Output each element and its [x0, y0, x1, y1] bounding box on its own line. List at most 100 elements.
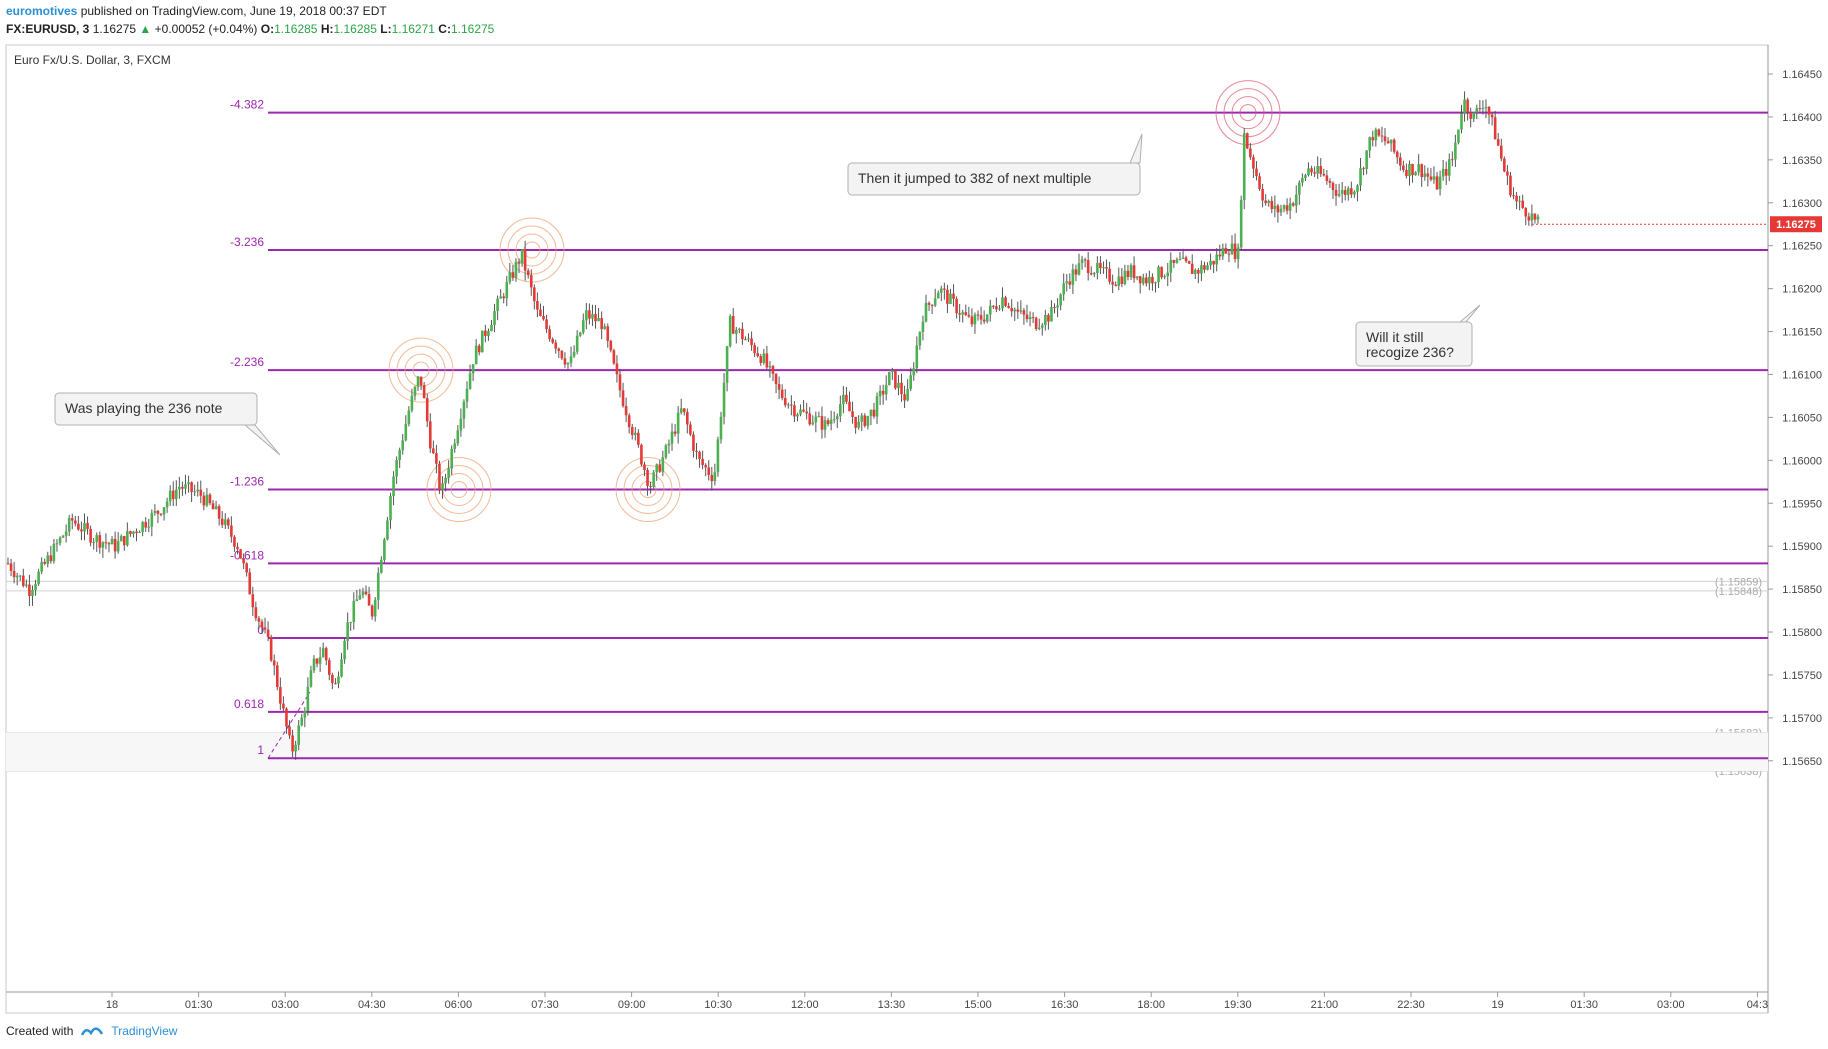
- candle-body: [361, 591, 365, 596]
- x-tick-label: 01:30: [1570, 999, 1598, 1011]
- candle-body: [1108, 268, 1111, 282]
- candle-body: [132, 531, 135, 534]
- candle-body: [380, 559, 383, 573]
- y-tick-label: 1.15700: [1782, 713, 1822, 725]
- candle-body: [1399, 157, 1402, 166]
- price-axis[interactable]: 1.16450 1.16400 1.16350 1.16300 1.16250 1.162…: [1768, 69, 1822, 768]
- candle-body: [1340, 190, 1344, 194]
- candle-body: [404, 424, 408, 441]
- candle-body: [692, 434, 695, 451]
- candle-body: [1270, 200, 1274, 210]
- candle-body: [1145, 277, 1148, 284]
- candle-body: [190, 482, 193, 492]
- candle-body: [872, 409, 876, 417]
- candle-body: [811, 422, 815, 425]
- y-tick-label: 1.16250: [1782, 241, 1822, 253]
- candle-body: [542, 316, 545, 320]
- candle-body: [141, 522, 144, 533]
- x-tick-label: 01:30: [185, 999, 213, 1011]
- candle-body: [184, 484, 187, 489]
- callout-text: recogize 236?: [1366, 344, 1454, 360]
- candle-body: [891, 370, 894, 373]
- candle-body: [921, 321, 925, 333]
- price-change: +0.00052 (+0.04%): [154, 22, 258, 36]
- candle-body: [747, 338, 750, 340]
- candle-body: [1469, 112, 1472, 119]
- candle-body: [1102, 267, 1105, 269]
- y-tick-label: 1.15800: [1782, 627, 1822, 639]
- candle-body: [979, 315, 983, 320]
- candle-body: [710, 474, 714, 482]
- candle-body: [529, 275, 533, 288]
- candle-body: [734, 329, 738, 334]
- candle-body: [425, 398, 429, 422]
- candle-body: [122, 536, 126, 546]
- candle-body: [1426, 173, 1430, 177]
- candle-body: [275, 665, 279, 688]
- candle-body: [1010, 307, 1013, 312]
- y-tick-label: 1.16000: [1782, 455, 1822, 467]
- low-label: L:: [380, 22, 392, 36]
- candle-body: [352, 600, 356, 622]
- candle-body: [624, 406, 628, 416]
- candle-body: [1160, 266, 1163, 278]
- author-name[interactable]: euromotives: [6, 4, 78, 18]
- y-tick-label: 1.16450: [1782, 69, 1822, 81]
- candle-body: [187, 482, 190, 485]
- candle-body: [1481, 108, 1485, 110]
- candle-body: [248, 572, 252, 595]
- publish-header: euromotives published on TradingView.com…: [6, 3, 387, 19]
- candle-body: [572, 351, 576, 357]
- annotations: Was playing the 236 note Then it jumped t…: [54, 133, 1481, 456]
- candle-body: [869, 409, 873, 416]
- candle-body: [1466, 99, 1469, 113]
- candle-body: [318, 657, 322, 664]
- candle-body: [346, 622, 349, 641]
- candle-body: [502, 296, 506, 299]
- candle-body: [175, 489, 178, 500]
- time-axis[interactable]: 18 01:30 03:00 04:30 06:00 07:30 09:00 10:30 12:…: [106, 992, 1768, 1011]
- candle-body: [9, 563, 13, 571]
- candle-body: [171, 490, 175, 500]
- candle-body: [1227, 253, 1231, 255]
- candle-body: [719, 416, 723, 440]
- candle-body: [1457, 129, 1460, 143]
- candle-body: [410, 395, 414, 411]
- candle-body: [83, 523, 86, 532]
- candle-body: [291, 735, 294, 752]
- candle-body: [728, 316, 732, 347]
- candle-body: [465, 388, 469, 402]
- candle-body: [86, 523, 89, 529]
- candle-body: [12, 570, 16, 578]
- candle-body: [1441, 169, 1445, 177]
- candle-body: [499, 296, 502, 299]
- y-tick-label: 1.16350: [1782, 155, 1822, 167]
- candle-body: [337, 676, 340, 684]
- candle-body: [1472, 112, 1476, 119]
- candle-body: [1518, 200, 1521, 202]
- highlight-circles: [388, 80, 1281, 523]
- candle-body: [832, 419, 836, 421]
- x-tick-label: 04:3: [1747, 999, 1768, 1011]
- candle-body: [266, 629, 270, 637]
- candle-body: [1389, 139, 1393, 144]
- candle-body: [802, 409, 805, 412]
- candle-body: [814, 416, 818, 423]
- candle-body: [227, 519, 230, 526]
- candle-body: [603, 326, 606, 330]
- candle-body: [588, 310, 591, 319]
- highlight-ring: [623, 465, 673, 515]
- tradingview-brand[interactable]: TradingView: [111, 1024, 178, 1038]
- candle-body: [985, 314, 989, 322]
- candle-body: [713, 472, 717, 482]
- candle-body: [1512, 195, 1515, 197]
- candle-body: [508, 272, 512, 282]
- highlight-ring: [450, 481, 468, 499]
- candle-body: [156, 510, 160, 514]
- candle-body: [1114, 284, 1118, 286]
- candle-body: [661, 457, 665, 472]
- candle-body: [1120, 276, 1124, 284]
- candle-body: [217, 506, 221, 519]
- candle-body: [1291, 203, 1295, 206]
